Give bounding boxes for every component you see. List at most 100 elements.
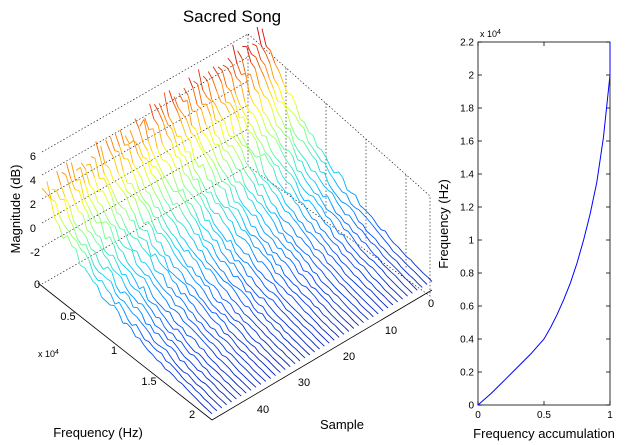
surface-mesh-segment (222, 400, 228, 406)
surface-mesh-segment (175, 155, 181, 159)
surface-mesh-segment (183, 371, 188, 375)
surface-mesh-segment (114, 239, 120, 249)
surface-mesh-segment (202, 300, 208, 308)
surface-mesh-segment (146, 310, 152, 318)
surface-mesh-segment (394, 283, 400, 289)
surface-mesh-segment (255, 331, 261, 339)
surface-mesh-segment (147, 299, 153, 304)
surface-mesh-segment (283, 279, 289, 287)
surface-mesh-segment (105, 221, 111, 227)
surface-mesh-segment (347, 290, 353, 296)
surface-mesh-segment (340, 322, 345, 328)
surface-mesh-segment (358, 221, 363, 225)
surface-mesh-segment (240, 290, 246, 296)
surface-mesh-segment (320, 280, 326, 285)
surface-mesh-segment (229, 112, 235, 134)
surface-mesh-segment (359, 311, 365, 317)
surface-mesh-segment (189, 353, 195, 356)
surface-mesh-segment (130, 194, 136, 200)
surface-mesh-segment (322, 254, 328, 264)
surface-mesh-segment (176, 220, 182, 224)
surface-mesh-segment (246, 215, 252, 227)
surface-mesh-segment (178, 313, 184, 322)
surface-mesh-segment (109, 226, 115, 240)
surface-mesh-segment (315, 288, 321, 295)
surface-mesh-segment (173, 320, 179, 326)
surface-mesh-segment (248, 244, 254, 254)
surface-mesh-segment (229, 102, 235, 111)
surface-mesh-segment (211, 180, 217, 196)
surface-mesh-segment (220, 369, 226, 374)
surface-mesh-segment (249, 73, 256, 89)
surface-mesh-segment (313, 192, 319, 196)
surface-mesh-segment (275, 194, 281, 204)
surface-mesh-segment (277, 291, 283, 298)
surface-mesh-segment (164, 185, 170, 196)
surface-mesh-segment (207, 298, 213, 306)
surface-mesh-segment (156, 359, 162, 364)
surface-mesh-segment (410, 259, 416, 266)
surface-mesh-segment (259, 343, 265, 350)
surface-mesh-segment (153, 216, 158, 219)
surface-mesh-segment (226, 351, 232, 355)
accumulation-line (477, 42, 611, 406)
surface-mesh-segment (123, 245, 129, 249)
surface-mesh-segment (263, 293, 269, 299)
surface-mesh-segment (195, 332, 201, 339)
surface-mesh-segment (307, 271, 313, 277)
surface-mesh-segment (75, 178, 80, 182)
surface-mesh-segment (266, 366, 272, 372)
y-axis-label: Frequency (Hz) (436, 179, 451, 269)
surface-mesh-segment (213, 230, 218, 235)
surface-mesh-segment (291, 174, 297, 183)
surface-mesh-segment (132, 162, 138, 171)
surface-mesh-segment (233, 132, 239, 138)
surface-mesh-segment (305, 172, 311, 179)
surface-mesh-segment (224, 261, 230, 268)
surface-mesh-segment (196, 376, 202, 382)
surface-mesh-segment (203, 398, 209, 403)
surface-mesh-segment (331, 314, 337, 320)
surface-mesh-segment (276, 187, 282, 194)
surface-mesh-segment (292, 283, 298, 288)
surface-mesh-segment (244, 73, 251, 95)
surface-mesh-segment (209, 131, 215, 145)
surface-mesh-segment (175, 351, 181, 361)
surface-mesh-segment (398, 294, 404, 300)
surface-mesh-segment (184, 356, 190, 361)
surface-mesh-segment (284, 322, 290, 328)
surface-mesh-segment (250, 234, 255, 237)
surface-mesh-segment (122, 180, 128, 192)
surface-mesh-segment (340, 266, 346, 274)
surface-mesh-segment (178, 372, 184, 379)
surface-mesh-segment (246, 46, 252, 63)
surface-mesh-segment (254, 162, 260, 176)
surface-mesh-segment (136, 316, 142, 323)
surface-mesh-segment (290, 123, 296, 135)
surface-mesh-segment (322, 313, 328, 318)
surface-mesh-segment (163, 256, 170, 271)
surface-mesh-segment (208, 402, 213, 408)
surface-mesh-segment (80, 264, 85, 268)
surface-mesh-segment (114, 133, 121, 147)
surface-mesh-segment (166, 350, 172, 358)
surface-mesh-segment (284, 149, 289, 151)
surface-mesh-segment (176, 202, 183, 212)
surface-mesh-segment (223, 272, 229, 281)
surface-mesh-segment (307, 322, 313, 327)
surface-mesh-segment (124, 135, 130, 145)
surface-mesh-segment (285, 256, 291, 260)
surface-mesh-segment (215, 312, 221, 320)
surface-mesh-segment (343, 228, 349, 232)
surface-mesh-segment (147, 350, 153, 355)
surface-mesh-segment (206, 369, 212, 376)
surface-mesh-segment (174, 367, 179, 374)
surface-mesh-segment (314, 344, 320, 350)
surface-mesh-segment (328, 237, 334, 244)
surface-mesh-segment (180, 341, 186, 349)
surface-mesh-segment (263, 355, 268, 361)
surface-mesh-segment (349, 323, 355, 329)
surface-mesh-segment (201, 322, 206, 331)
surface-mesh-segment (340, 316, 346, 321)
surface-mesh-segment (244, 101, 250, 112)
